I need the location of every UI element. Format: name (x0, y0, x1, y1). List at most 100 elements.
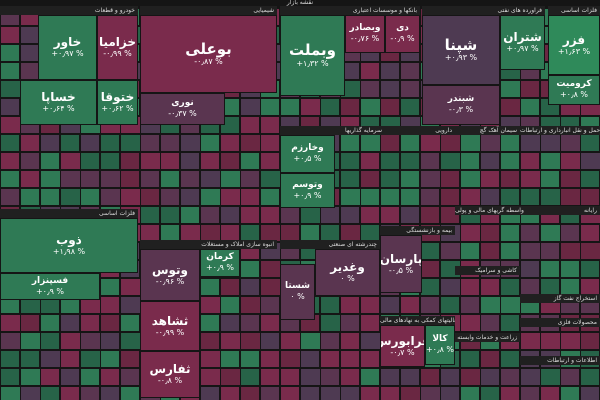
small-tile (560, 368, 580, 386)
small-tile (60, 350, 80, 368)
small-tile (360, 188, 380, 206)
small-tile (360, 350, 380, 368)
small-tile (100, 134, 120, 152)
change: -۰٫۵ % (388, 265, 414, 275)
small-tile (200, 206, 220, 224)
small-tile (580, 242, 600, 260)
small-tile (560, 386, 580, 400)
small-tile (520, 80, 540, 98)
small-tile (420, 152, 440, 170)
small-tile (540, 386, 560, 400)
small-tile (80, 368, 100, 386)
stock-tile: ثشاهد -۰٫۹۹ % (140, 301, 200, 351)
stock-tile: فرابورس-۰٫۷ % (380, 325, 425, 367)
small-tile (300, 350, 320, 368)
stock-tile: خساپا +۰٫۶۴ % (20, 80, 97, 125)
stock-tile: خزامیا -۰٫۹۹ % (97, 15, 138, 80)
small-tile (580, 170, 600, 188)
sector-label: بانکها و موسسات اعتباری (280, 6, 420, 15)
small-tile (260, 386, 280, 400)
small-tile (0, 170, 20, 188)
symbol: وتوس (151, 262, 189, 277)
small-tile (240, 350, 260, 368)
small-tile (440, 386, 460, 400)
symbol: ثفارس (149, 362, 191, 377)
change: ۰ % (340, 274, 355, 284)
small-tile (60, 386, 80, 400)
change: +۰٫۹۷ % (506, 44, 539, 54)
small-tile (120, 152, 140, 170)
small-tile (240, 260, 260, 278)
symbol: کرومیت (556, 79, 592, 90)
small-tile (420, 278, 440, 296)
small-tile (220, 116, 240, 134)
small-tile (580, 134, 600, 152)
small-tile (0, 44, 20, 62)
small-tile (80, 314, 100, 332)
small-tile (180, 206, 200, 224)
small-tile (580, 368, 600, 386)
small-tile (360, 152, 380, 170)
stock-tile: ختوقا +۰٫۶۲ % (97, 80, 138, 125)
small-tile (500, 386, 520, 400)
sector-label: فراورده های نفتی (422, 6, 545, 15)
stock-tile: کرومیت +۰٫۸ % (548, 75, 600, 105)
small-tile (360, 368, 380, 386)
small-tile (480, 188, 500, 206)
small-tile (200, 134, 220, 152)
symbol: ختوقا (100, 90, 135, 105)
change: +۰٫۹ % (293, 190, 322, 200)
map-title: نقشه بازار (286, 0, 314, 6)
small-tile (460, 296, 480, 314)
symbol: فرابورس (381, 333, 424, 348)
small-tile (320, 98, 340, 116)
symbol: شستا (284, 281, 311, 292)
small-tile (420, 296, 440, 314)
small-tile (580, 224, 600, 242)
small-tile (140, 188, 160, 206)
small-tile (420, 368, 440, 386)
small-tile (160, 188, 180, 206)
small-tile (380, 188, 400, 206)
small-tile (20, 350, 40, 368)
change: +۰٫۹ % (205, 263, 235, 273)
small-tile (180, 188, 200, 206)
change: +۰٫۸ % (559, 90, 589, 100)
stock-tile: ثفارس -۰٫۸ % (140, 351, 200, 398)
small-tile (40, 152, 60, 170)
small-tile (220, 278, 240, 296)
small-tile (340, 314, 360, 332)
small-tile (20, 62, 40, 80)
symbol: وغدیر (330, 260, 365, 275)
symbol: نوری (171, 98, 194, 109)
small-tile (380, 206, 400, 224)
small-tile (100, 368, 120, 386)
small-tile (340, 134, 360, 152)
change: +۰٫۸ % (425, 345, 455, 355)
change: -۰٫۹۹ % (155, 327, 185, 337)
small-tile (340, 350, 360, 368)
small-tile (560, 260, 580, 278)
sector-label: سرمایه گذاریها (280, 126, 385, 135)
small-tile (280, 98, 300, 116)
small-tile (380, 386, 400, 400)
change: -۰٫۷ % (390, 347, 415, 357)
small-tile (380, 170, 400, 188)
sector-label: خودرو و قطعات (0, 6, 138, 15)
small-tile (240, 368, 260, 386)
small-tile (360, 296, 380, 314)
small-tile (340, 386, 360, 400)
small-tile (400, 152, 420, 170)
small-tile (500, 278, 520, 296)
small-tile (260, 296, 280, 314)
small-tile (460, 278, 480, 296)
stock-tile: نوری -۰٫۳۷ % (140, 93, 225, 125)
change: ۰ % (290, 292, 305, 302)
small-tile (380, 368, 400, 386)
stock-tile: شبندر -۰٫۳ % (422, 85, 500, 125)
small-tile (200, 386, 220, 400)
stock-tile: کرمان +۰٫۹ % (200, 249, 240, 277)
small-tile (220, 134, 240, 152)
stock-tile: وتوس -۰٫۹۶ % (140, 249, 200, 301)
small-tile (220, 350, 240, 368)
